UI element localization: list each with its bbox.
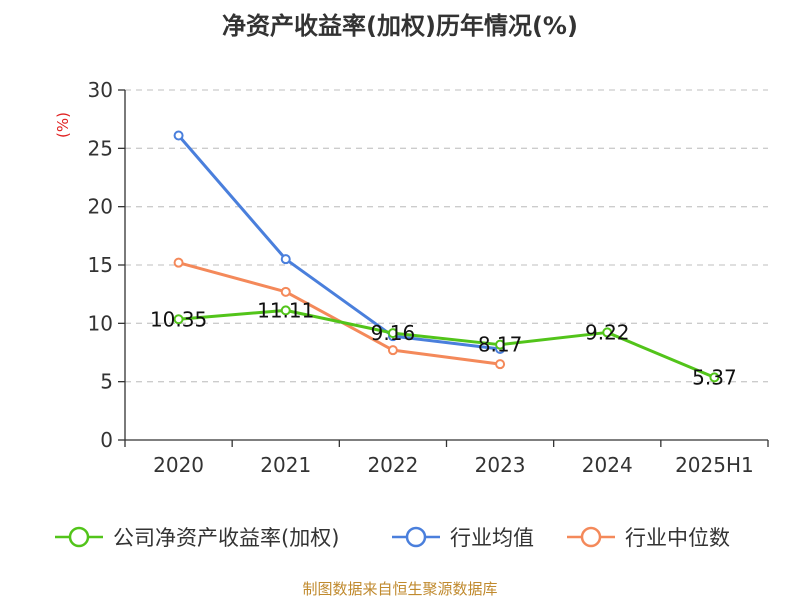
- data-point: [173, 314, 184, 325]
- data-label: 9.22: [585, 320, 630, 344]
- x-tick-label: 2022: [367, 453, 418, 477]
- data-point: [387, 345, 398, 356]
- y-tick-label: 5: [100, 370, 113, 394]
- grid-lines: [125, 89, 768, 383]
- data-point: [280, 286, 291, 297]
- y-tick-label: 10: [88, 311, 113, 335]
- chart-title: 净资产收益率(加权)历年情况(%): [222, 12, 578, 40]
- x-tick-label: 2023: [475, 453, 526, 477]
- legend-marker: [405, 526, 427, 548]
- legend-label: 行业中位数: [625, 526, 730, 550]
- data-label: 8.17: [478, 333, 523, 357]
- series-line: [177, 134, 501, 351]
- series-line: [178, 261, 501, 366]
- data-point: [387, 328, 398, 339]
- x-tick-label: 2024: [582, 453, 633, 477]
- y-axis-unit-label: (%): [54, 112, 72, 138]
- y-tick-label: 20: [88, 195, 113, 219]
- y-tick-label: 25: [88, 136, 113, 160]
- y-tick-label: 0: [100, 428, 113, 452]
- legend-label: 公司净资产收益率(加权): [113, 526, 339, 550]
- data-point: [280, 305, 291, 316]
- data-point: [709, 372, 720, 383]
- data-point: [495, 339, 506, 350]
- series-line: [178, 308, 715, 379]
- data-label: 9.16: [371, 321, 416, 345]
- data-point: [495, 359, 506, 370]
- data-point: [602, 327, 613, 338]
- x-tick-label: 2025H1: [675, 453, 754, 477]
- data-label: 11.11: [257, 298, 314, 322]
- legend-marker: [580, 526, 602, 548]
- data-label: 10.35: [150, 307, 207, 331]
- axes: 0 5 10 15 20 25 30 2020 2021 2022 2023 2024 2025H1 (%…: [54, 78, 769, 477]
- y-tick-label: 30: [88, 78, 113, 102]
- y-tick-label: 15: [88, 253, 113, 277]
- data-label: 5.37: [692, 365, 737, 389]
- data-point: [173, 257, 184, 268]
- legend-marker: [68, 526, 90, 548]
- x-tick-label: 2021: [260, 453, 311, 477]
- data-point: [280, 254, 291, 265]
- source-note: 制图数据来自恒生聚源数据库: [302, 580, 498, 598]
- legend-label: 行业均值: [450, 526, 534, 550]
- data-labels: 10.35 11.11 9.16 8.17 9.22 5.37: [150, 298, 737, 389]
- legend: 公司净资产收益率(加权) 行业均值 行业中位数: [55, 526, 730, 550]
- series-lines: [173, 130, 720, 383]
- x-tick-label: 2020: [153, 453, 204, 477]
- data-point: [173, 130, 184, 141]
